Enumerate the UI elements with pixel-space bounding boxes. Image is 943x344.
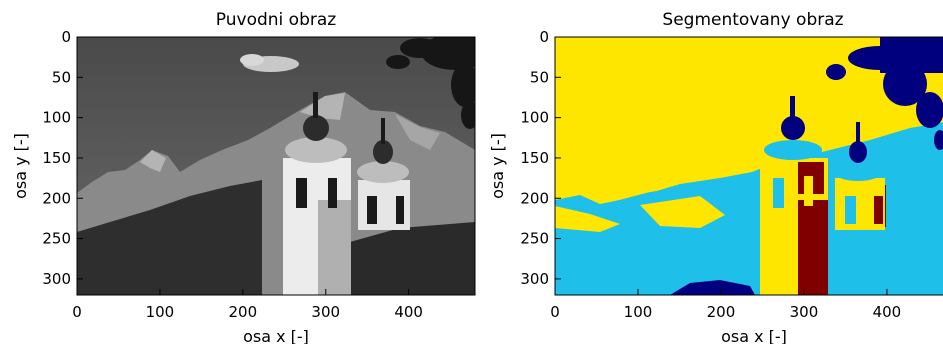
tower-cupola	[303, 115, 329, 141]
y-tick-label: 100	[42, 109, 71, 127]
y-tick-label: 0	[539, 28, 549, 46]
x-axis-label: osa x [-]	[721, 327, 787, 344]
y-axis-label: osa y [-]	[11, 133, 30, 199]
x-tick-label: 200	[707, 303, 736, 321]
window	[296, 178, 307, 208]
panel-segmented: Segmentovany obraz	[488, 10, 943, 344]
window	[367, 196, 377, 224]
chart-title: Segmentovany obraz	[662, 10, 843, 30]
x-tick-label: 300	[790, 303, 819, 321]
tree-foliage	[386, 37, 475, 129]
tower-dome	[357, 161, 409, 183]
segment-cyan-dome	[834, 163, 882, 181]
y-tick-label: 100	[520, 109, 549, 127]
segment-yellow-patch	[555, 206, 620, 232]
tick-group: 0 100 200 300 400 0 50 100 150 200 250 300	[42, 28, 423, 321]
segment-navy-cupola	[849, 141, 867, 163]
mountain-snow	[300, 93, 345, 120]
x-tick-label: 400	[873, 303, 902, 321]
y-tick-label: 300	[520, 270, 549, 288]
tower-spire	[381, 118, 385, 144]
segment-yellow-window	[804, 176, 813, 206]
axes-frame	[554, 36, 943, 296]
segment-cyan-window	[845, 196, 856, 224]
y-tick-label: 200	[520, 189, 549, 207]
x-tick-label: 100	[146, 303, 175, 321]
y-tick-label: 150	[520, 149, 549, 167]
foreground-slope	[77, 180, 262, 295]
tower-cupola	[373, 140, 393, 164]
tower-spire	[313, 92, 318, 118]
segment-navy-cupola	[781, 116, 805, 140]
segmented-image	[554, 36, 943, 296]
y-tick-label: 50	[530, 68, 549, 86]
cloud	[240, 54, 264, 66]
segment-navy-ground	[670, 280, 755, 295]
chart-title: Puvodni obraz	[216, 10, 336, 30]
segment-cyan	[600, 185, 700, 220]
x-tick-label: 0	[72, 303, 82, 321]
segment-cyan-window	[773, 178, 784, 208]
axes-frame	[76, 36, 476, 296]
mountain-snow	[140, 150, 166, 172]
y-tick-label: 300	[42, 270, 71, 288]
roof	[350, 222, 475, 295]
segment-yellow-patch	[640, 196, 725, 228]
x-tick-label: 300	[311, 303, 340, 321]
segment-red-window	[874, 196, 883, 224]
window	[396, 196, 404, 224]
window	[328, 178, 337, 208]
y-tick-label: 0	[61, 28, 71, 46]
x-axis-label: osa x [-]	[243, 327, 309, 344]
y-axis-label: osa y [-]	[488, 133, 507, 199]
tick-group: 0 100 200 300 400 0 50 100 150 200 250 300	[520, 28, 901, 321]
original-image	[76, 36, 476, 296]
y-tick-label: 50	[52, 68, 71, 86]
segment-red	[798, 200, 828, 295]
mountain-snow	[395, 114, 440, 150]
x-tick-label: 200	[229, 303, 258, 321]
segment-cyan-dome	[764, 140, 822, 160]
x-tick-label: 400	[394, 303, 423, 321]
tower-shadow	[318, 200, 351, 295]
segment-navy-spire	[856, 122, 860, 146]
segment-navy-foliage	[826, 46, 943, 150]
x-tick-label: 0	[550, 303, 560, 321]
y-tick-label: 200	[42, 189, 71, 207]
x-tick-label: 100	[624, 303, 653, 321]
y-tick-label: 250	[520, 230, 549, 248]
tower-dome	[285, 137, 347, 163]
y-tick-label: 150	[42, 149, 71, 167]
panel-original: Puvodni obraz	[11, 10, 476, 344]
y-tick-label: 250	[42, 230, 71, 248]
segment-navy-spire	[790, 96, 795, 120]
